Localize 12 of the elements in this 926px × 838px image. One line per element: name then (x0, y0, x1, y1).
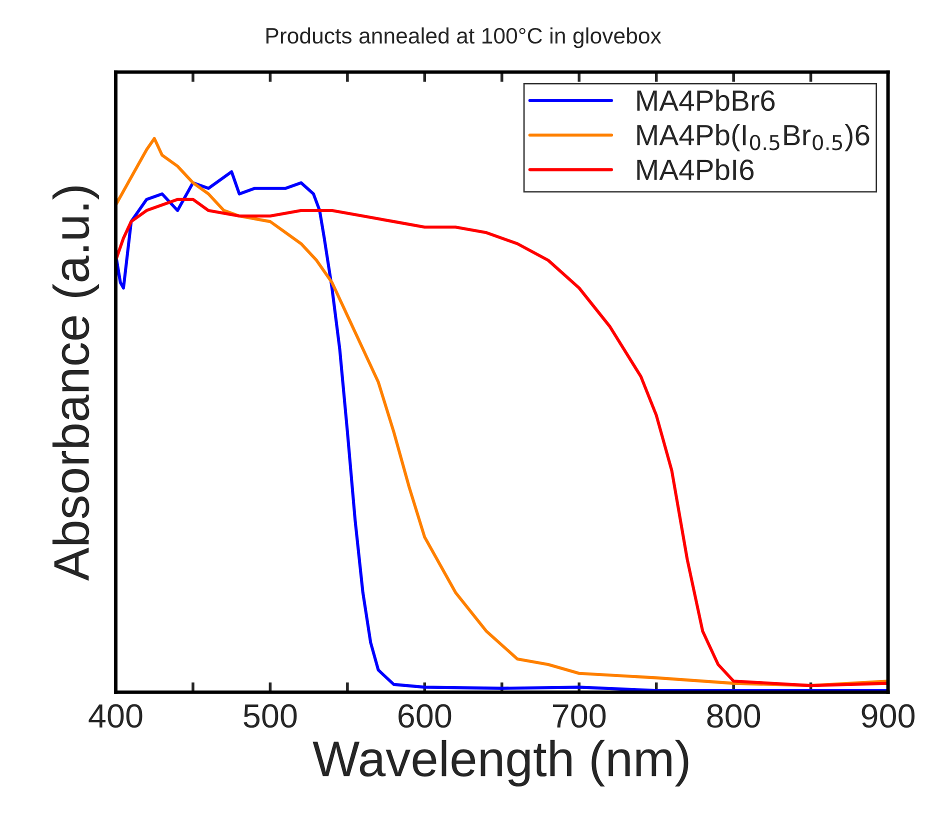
x-tick-label: 700 (553, 704, 606, 728)
x-tick-label: 600 (398, 704, 452, 728)
x-axis-title: Wavelength (nm) (312, 740, 688, 787)
legend-label: MA4Pb(I$_{0.5}$Br$_{0.5}$)6 (637, 124, 870, 152)
x-tick-label: 900 (862, 704, 915, 728)
legend-label: MA4PbBr6 (637, 90, 775, 111)
x-tick-label: 500 (244, 704, 297, 728)
x-tick-label: 400 (88, 704, 142, 728)
y-axis-title: Absorbance (a.u.) (52, 186, 100, 581)
x-tick-label: 800 (707, 704, 760, 728)
legend-label: MA4PbI6 (637, 158, 754, 180)
chart-title: Products annealed at 100°C in glovebox (266, 27, 662, 48)
